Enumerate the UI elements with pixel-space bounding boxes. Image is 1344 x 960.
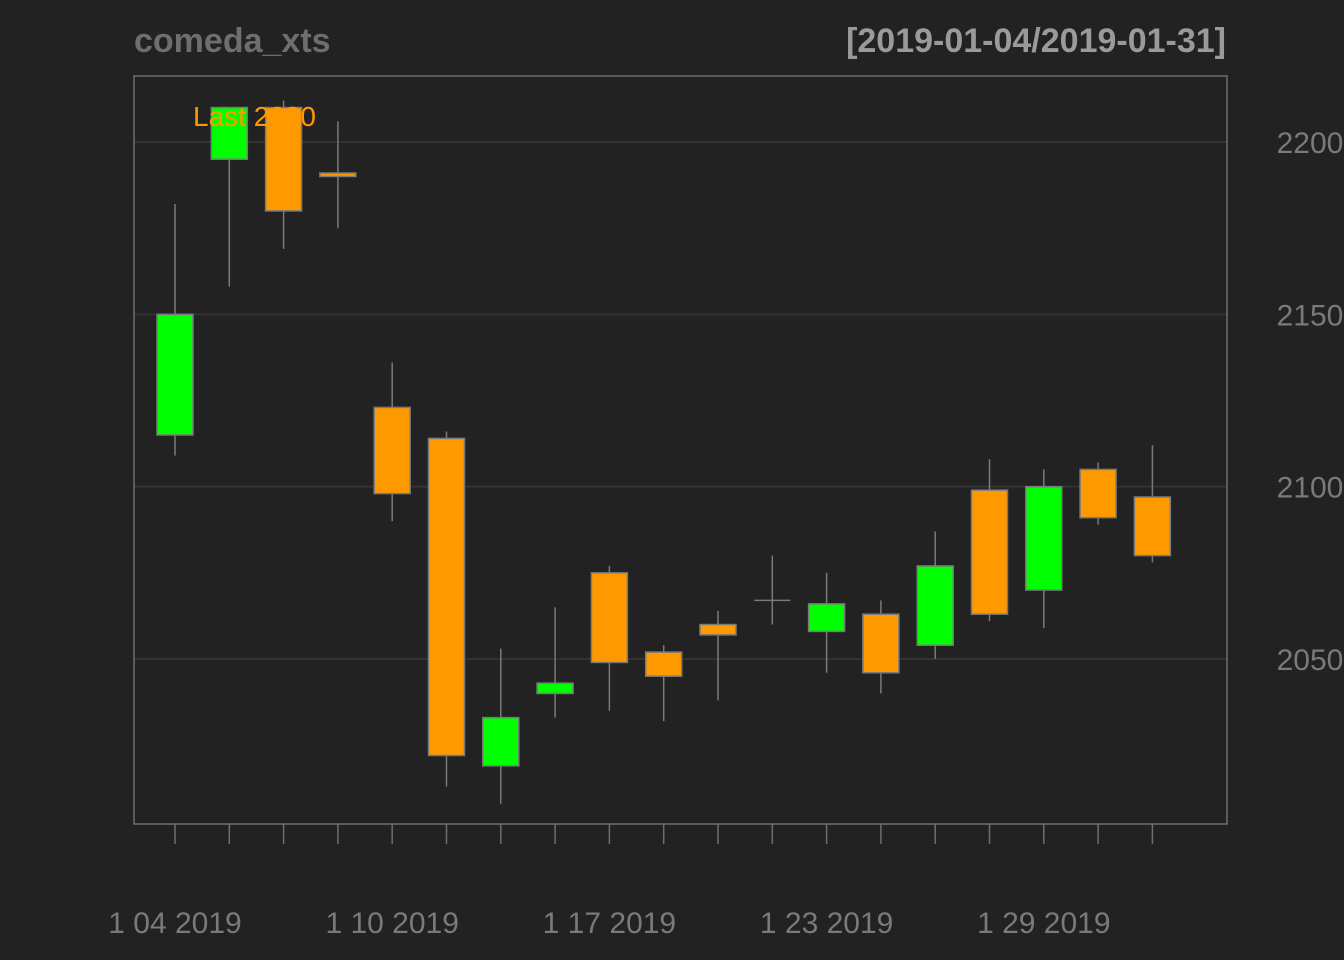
candle — [644, 645, 683, 722]
y-tick-label: 2100 — [1277, 472, 1344, 505]
x-tick-label: 1 23 2019 — [760, 907, 893, 940]
candle — [482, 648, 520, 804]
candle-body — [590, 572, 629, 664]
candle-body — [862, 613, 900, 674]
candle — [754, 555, 791, 625]
y-axis: 2050 2100 2150 2200 — [1277, 127, 1344, 677]
candle-body — [264, 106, 303, 212]
x-tick-label: 1 04 2019 — [108, 907, 241, 940]
candle-body — [427, 437, 466, 757]
candle — [210, 106, 249, 287]
candle-body — [482, 716, 520, 767]
candle — [156, 204, 194, 456]
candle-body — [536, 682, 574, 695]
candle-body — [699, 623, 737, 636]
x-tick-label: 1 29 2019 — [977, 907, 1110, 940]
candle-body — [1133, 496, 1172, 557]
candle — [536, 607, 574, 718]
candle-body — [644, 651, 683, 677]
candles — [156, 100, 1172, 804]
last-value-label: Last 2080 — [193, 101, 316, 132]
candle — [590, 565, 629, 711]
candle-body — [916, 565, 954, 646]
candle — [970, 459, 1009, 622]
candle — [916, 531, 954, 659]
candle-body — [210, 106, 249, 160]
candle-body — [970, 489, 1009, 615]
date-range-label: [2019-01-04/2019-01-31] — [846, 22, 1226, 60]
candle-body — [319, 172, 357, 178]
candle — [1133, 445, 1172, 563]
candle — [319, 121, 357, 229]
candle — [1079, 462, 1117, 525]
candle-body — [373, 406, 411, 495]
y-tick-label: 2050 — [1277, 644, 1344, 677]
candle — [699, 610, 737, 701]
chart-title: comeda_xts — [134, 22, 331, 60]
candle-body — [807, 603, 846, 633]
candle — [264, 100, 303, 249]
x-axis: 1 04 2019 1 10 2019 1 17 2019 1 23 2019 1 29… — [108, 824, 1154, 940]
x-tick-label: 1 17 2019 — [543, 907, 676, 940]
candle — [373, 362, 411, 522]
candle — [1025, 469, 1063, 628]
y-tick-label: 2200 — [1277, 127, 1344, 160]
candle — [862, 600, 900, 694]
plot-frame — [133, 75, 1228, 825]
candle — [427, 431, 466, 787]
y-tick-label: 2150 — [1277, 299, 1344, 332]
candle — [807, 572, 846, 673]
candle-body — [1079, 468, 1117, 519]
candle-body — [156, 313, 194, 436]
x-tick-label: 1 10 2019 — [325, 907, 458, 940]
candle-body — [1025, 485, 1063, 591]
